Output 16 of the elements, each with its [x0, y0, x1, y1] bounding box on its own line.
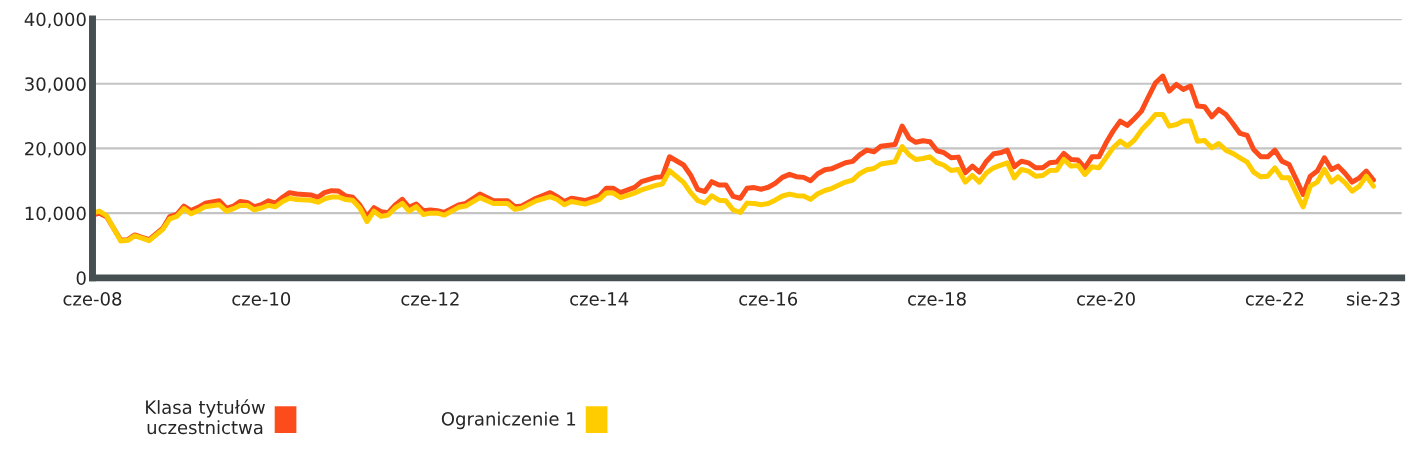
- x-tick-label: cze-08: [63, 292, 122, 306]
- x-tick-label: sie-23: [1346, 291, 1400, 306]
- x-tick-label: cze-18: [908, 292, 966, 306]
- x-tick-label: cze-22: [1245, 292, 1304, 306]
- y-tick-label: 0: [76, 271, 86, 285]
- y-tick-label: 40,000: [24, 12, 86, 29]
- x-tick-label: cze-12: [401, 292, 459, 306]
- x-tick-label: cze-20: [1077, 292, 1135, 306]
- x-tick-label: cze-14: [570, 292, 629, 306]
- legend-label: Klasa tytułów uczestnictwa: [146, 399, 265, 435]
- legend-label: Ograniczenie 1: [441, 411, 576, 430]
- y-tick-label: 10,000: [25, 206, 86, 223]
- y-tick-label: 20,000: [25, 141, 86, 158]
- y-tick-label: 30,000: [25, 77, 86, 93]
- x-tick-label: cze-10: [232, 292, 291, 306]
- x-tick-label: cze-16: [739, 292, 798, 306]
